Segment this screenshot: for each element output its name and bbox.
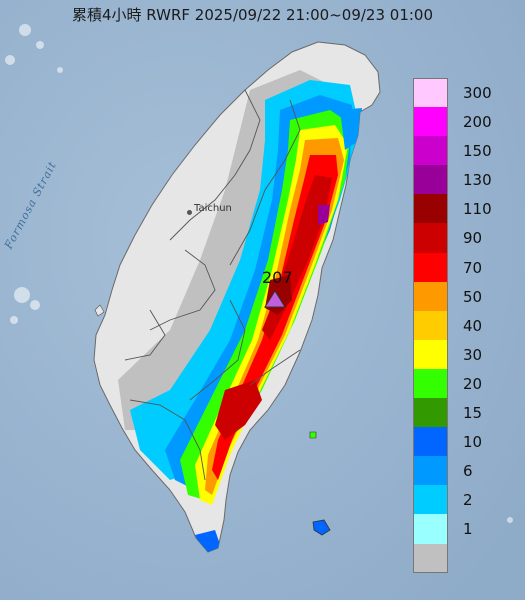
legend-swatch	[413, 543, 448, 573]
sea-texture	[5, 24, 513, 523]
legend-label: 90	[463, 229, 483, 248]
legend-label: 130	[463, 171, 492, 190]
peak-rainfall-value: 207	[262, 268, 293, 287]
legend-label: 2	[463, 491, 473, 510]
map-title: 累積4小時 RWRF 2025/09/22 21:00~09/23 01:00	[72, 6, 434, 24]
legend-row: 30	[413, 339, 518, 369]
legend-swatch	[413, 136, 448, 166]
legend-swatch	[413, 456, 448, 486]
legend-label: 50	[463, 287, 483, 306]
legend-label: 15	[463, 404, 483, 423]
legend-swatch	[413, 252, 448, 282]
legend-row: 300	[413, 78, 518, 108]
outlying-islands	[94, 304, 331, 536]
legend-label: 10	[463, 433, 483, 452]
legend-swatch	[413, 310, 448, 340]
legend-label: 150	[463, 142, 492, 161]
city-label: Taichun	[194, 203, 232, 214]
legend-row: 130	[413, 165, 518, 195]
legend-label: 70	[463, 258, 483, 277]
legend-row	[413, 543, 518, 573]
legend-label: 200	[463, 113, 492, 132]
legend-swatch	[413, 223, 448, 253]
county-borders	[124, 89, 301, 481]
legend-row: 90	[413, 223, 518, 253]
legend-label: 40	[463, 316, 483, 335]
legend-label: 20	[463, 374, 483, 393]
legend-row: 40	[413, 310, 518, 340]
legend-swatch	[413, 368, 448, 399]
city-marker-icon	[187, 210, 192, 215]
legend-swatch	[413, 165, 448, 195]
legend-swatch	[413, 281, 448, 311]
legend-label: 6	[463, 462, 473, 481]
legend-row: 1	[413, 514, 518, 544]
legend-row: 10	[413, 427, 518, 457]
legend-swatch	[413, 398, 448, 428]
legend-swatch	[413, 427, 448, 457]
rainfall-legend: 300 200 150 130 110 90 70 50 40 30 20 15 10 6 2 1	[413, 78, 518, 573]
legend-swatch	[413, 78, 448, 108]
legend-row: 150	[413, 136, 518, 166]
legend-label: 300	[463, 84, 492, 102]
legend-swatch	[413, 339, 448, 369]
legend-row: 20	[413, 368, 518, 399]
legend-row: 70	[413, 252, 518, 282]
legend-row: 200	[413, 107, 518, 137]
legend-swatch	[413, 107, 448, 137]
legend-row: 2	[413, 485, 518, 515]
peak-triangle-icon	[264, 290, 286, 308]
legend-label: 110	[463, 200, 492, 219]
legend-swatch	[413, 194, 448, 224]
legend-row: 15	[413, 398, 518, 428]
legend-label: 1	[463, 520, 473, 539]
legend-row: 110	[413, 194, 518, 224]
legend-swatch	[413, 485, 448, 515]
legend-row: 50	[413, 281, 518, 311]
legend-swatch	[413, 514, 448, 544]
legend-label: 30	[463, 345, 483, 364]
legend-row: 6	[413, 456, 518, 486]
